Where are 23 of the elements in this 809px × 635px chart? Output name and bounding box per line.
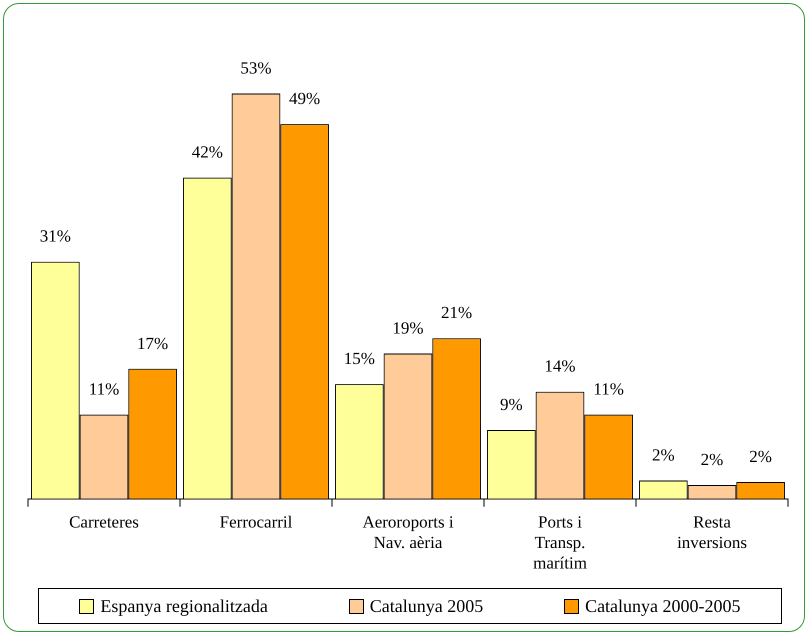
data-label: 2% bbox=[652, 445, 675, 464]
data-label: 11% bbox=[593, 380, 624, 399]
data-label: 31% bbox=[40, 226, 71, 246]
data-label: 17% bbox=[137, 334, 168, 353]
data-label: 19% bbox=[392, 318, 424, 338]
data-label: 2% bbox=[700, 450, 724, 470]
legend-label: Catalunya 2000-2005 bbox=[585, 596, 741, 616]
legend-label: Catalunya 2005 bbox=[370, 596, 484, 616]
data-label: 2% bbox=[749, 446, 772, 466]
x-tick-label: Aeroroports i Nav. aèria bbox=[362, 512, 454, 552]
data-label: 49% bbox=[289, 89, 320, 108]
data-label: 11% bbox=[88, 380, 120, 399]
data-label: 15% bbox=[344, 349, 375, 368]
x-tick-label: Ports i Transp. marítim bbox=[533, 512, 587, 572]
x-tick-label: Carreteres bbox=[69, 512, 139, 532]
x-tick-label: Ferrocarril bbox=[220, 512, 293, 532]
legend-label: Espanya regionalitzada bbox=[100, 596, 268, 616]
data-label: 14% bbox=[544, 356, 576, 376]
x-tick-label: Resta inversions bbox=[677, 512, 747, 552]
data-label: 9% bbox=[500, 394, 523, 414]
data-label: 42% bbox=[192, 142, 223, 162]
data-label: 21% bbox=[441, 303, 472, 322]
data-label: 53% bbox=[240, 58, 272, 78]
